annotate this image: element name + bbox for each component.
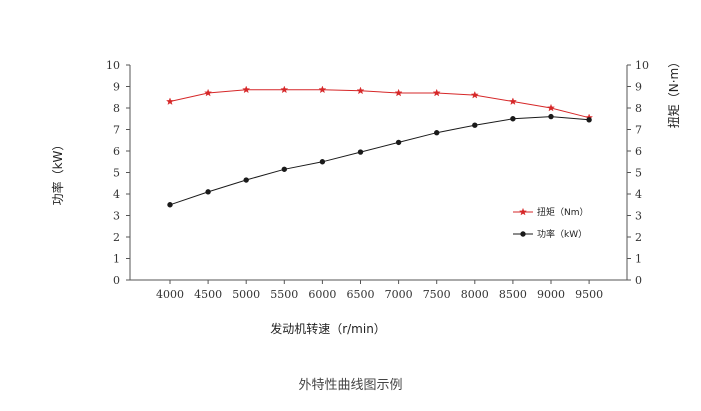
right-tick-label: 9 [635, 81, 642, 94]
series-line [169, 89, 590, 119]
right-tick-label: 7 [635, 124, 642, 137]
left-tick-label: 4 [113, 188, 120, 201]
circle-point [243, 177, 249, 183]
left-tick-label: 7 [113, 124, 120, 137]
circle-point [319, 159, 326, 165]
legend-marker [520, 231, 526, 237]
star-point [204, 88, 213, 97]
circle-point [510, 116, 516, 122]
star-point [356, 86, 365, 95]
left-tick-label: 10 [106, 59, 120, 72]
left-tick-label: 5 [113, 167, 120, 180]
circle-point [434, 130, 440, 136]
x-tick-label: 4500 [194, 288, 222, 301]
left-tick-label: 0 [113, 274, 120, 287]
star-point [242, 85, 251, 94]
x-tick-label: 4000 [156, 288, 184, 301]
circle-point [357, 149, 364, 155]
right-tick-label: 5 [635, 167, 642, 180]
legend-marker [519, 207, 527, 216]
star-point [394, 88, 403, 97]
circle-point [205, 189, 211, 195]
x-tick-label: 6500 [347, 288, 375, 301]
star-point [470, 90, 479, 99]
star-point [432, 88, 441, 97]
star-point [547, 103, 555, 112]
left-y-axis-ticks: 0 1 2 3 4 5 6 7 8 9 10 [106, 59, 130, 287]
circle-point [548, 113, 554, 120]
right-tick-label: 0 [635, 274, 642, 287]
legend-label: 功率（kW） [537, 228, 587, 240]
legend: 扭矩（Nm） 功率（kW） [513, 206, 589, 240]
x-tick-label: 9000 [537, 288, 565, 301]
circle-point [586, 117, 592, 123]
right-tick-label: 10 [635, 59, 649, 72]
plot-frame [129, 65, 628, 281]
torque-series [166, 85, 594, 122]
x-tick-label: 6000 [308, 288, 336, 301]
x-tick-label: 8500 [499, 288, 527, 301]
right-tick-label: 8 [635, 102, 642, 115]
right-tick-label: 6 [635, 145, 642, 158]
chart: 0 1 2 3 4 5 6 7 8 9 10 0 1 2 3 4 5 6 7 8 9 10 4000 4500 5000 55… [50, 56, 681, 336]
x-axis-label: 发动机转速（r/min） [270, 321, 386, 336]
x-tick-label: 8000 [461, 288, 489, 301]
x-tick-label: 5500 [270, 288, 298, 301]
right-y-axis-ticks: 0 1 2 3 4 5 6 7 8 9 10 [627, 59, 649, 287]
x-tick-label: 7000 [385, 288, 413, 301]
series-line [169, 116, 590, 206]
circle-point [167, 202, 173, 208]
legend-item: 功率（kW） [513, 228, 587, 240]
legend-item: 扭矩（Nm） [513, 206, 589, 218]
right-tick-label: 3 [635, 210, 642, 223]
left-tick-label: 1 [113, 253, 120, 266]
power-series [167, 113, 592, 208]
x-axis-ticks: 4000 4500 5000 5500 6000 6500 7000 7500 8000 8500… [156, 280, 603, 301]
right-tick-label: 2 [635, 231, 642, 244]
left-tick-label: 9 [113, 81, 120, 94]
circle-point [472, 122, 478, 128]
series-layer [166, 85, 594, 208]
left-tick-label: 8 [113, 102, 120, 115]
figure-caption: 外特性曲线图示例 [298, 378, 403, 393]
right-y-axis-label: 扭矩（N·m） [667, 56, 681, 128]
circle-point [281, 166, 287, 172]
left-tick-label: 6 [113, 145, 120, 158]
x-tick-label: 7500 [423, 288, 451, 301]
star-point [318, 85, 327, 94]
legend-label: 扭矩（Nm） [537, 206, 589, 218]
circle-point [395, 139, 402, 146]
x-tick-label: 5000 [232, 288, 260, 301]
x-tick-label: 9500 [575, 288, 603, 301]
right-tick-label: 1 [635, 253, 642, 266]
left-y-axis-label: 功率（kW） [50, 139, 65, 206]
star-point [166, 97, 174, 105]
left-tick-label: 3 [113, 210, 120, 223]
right-tick-label: 4 [635, 188, 642, 201]
star-point [280, 85, 289, 94]
left-tick-label: 2 [113, 231, 120, 244]
star-point [508, 97, 517, 105]
